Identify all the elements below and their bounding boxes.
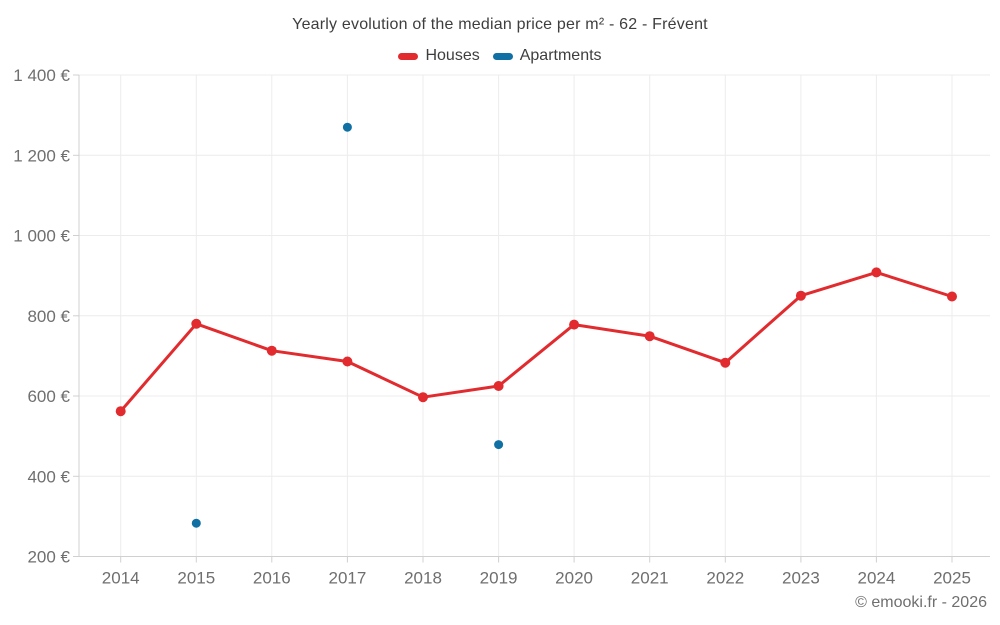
- apartments-point-2017[interactable]: [342, 122, 352, 132]
- x-tick-label: 2014: [102, 569, 140, 588]
- houses-point-2023[interactable]: [795, 290, 806, 301]
- y-tick-label: 1 200 €: [13, 146, 70, 165]
- houses-point-2019[interactable]: [493, 381, 504, 391]
- copyright-credit: © emooki.fr - 2026: [855, 594, 987, 611]
- legend-swatch-apartments: [492, 52, 513, 60]
- y-tick-label: 800 €: [27, 307, 70, 326]
- gridlines: [79, 74, 990, 557]
- x-tick-label: 2023: [782, 569, 820, 588]
- y-tick-label: 200 €: [27, 548, 70, 567]
- houses-point-2022[interactable]: [720, 357, 731, 368]
- legend-label-houses: Houses: [425, 47, 480, 64]
- y-tick-label: 1 000 €: [13, 227, 70, 246]
- houses-point-2024[interactable]: [871, 267, 882, 278]
- legend: Houses Apartments: [0, 47, 1000, 65]
- legend-item-houses[interactable]: Houses: [398, 47, 480, 65]
- x-tick-label: 2019: [480, 569, 518, 588]
- houses-point-2025[interactable]: [947, 291, 957, 302]
- houses-point-2014[interactable]: [115, 406, 126, 417]
- houses-line: [119, 270, 954, 413]
- y-tick-label: 600 €: [27, 387, 70, 406]
- x-tick-label: 2015: [177, 569, 215, 588]
- series-apartments: [191, 122, 504, 528]
- legend-swatch-houses: [398, 52, 419, 60]
- y-axis-labels: 200 € 400 € 600 € 800 € 1 000 € 1 200 € 1 400 …: [13, 66, 70, 567]
- x-tick-label: 2018: [404, 569, 442, 588]
- x-tick-label: 2022: [706, 569, 744, 588]
- houses-point-2018[interactable]: [418, 392, 428, 403]
- houses-point-2015[interactable]: [191, 318, 202, 329]
- x-tick-label: 2021: [631, 569, 669, 588]
- houses-point-2020[interactable]: [569, 319, 580, 330]
- legend-label-apartments: Apartments: [519, 47, 602, 64]
- houses-point-2017[interactable]: [342, 356, 353, 367]
- x-axis-labels: 2014 2015 2016 2017 2018 2019 2020 2021 2022 2023…: [102, 569, 971, 588]
- x-tick-label: 2024: [857, 569, 895, 588]
- apartments-point-2015[interactable]: [191, 518, 201, 528]
- series-houses: [115, 267, 957, 417]
- x-tick-label: 2017: [328, 569, 366, 588]
- x-tick-label: 2025: [933, 569, 971, 588]
- x-tick-label: 2016: [253, 569, 291, 588]
- houses-point-2021[interactable]: [644, 331, 655, 342]
- legend-item-apartments[interactable]: Apartments: [492, 47, 602, 65]
- axes: [73, 74, 990, 563]
- houses-point-2016[interactable]: [266, 345, 277, 356]
- y-tick-label: 1 400 €: [13, 66, 70, 85]
- x-tick-label: 2020: [555, 569, 593, 588]
- y-tick-label: 400 €: [27, 467, 70, 486]
- apartments-point-2019[interactable]: [494, 440, 504, 450]
- chart-title: Yearly evolution of the median price per…: [292, 16, 708, 33]
